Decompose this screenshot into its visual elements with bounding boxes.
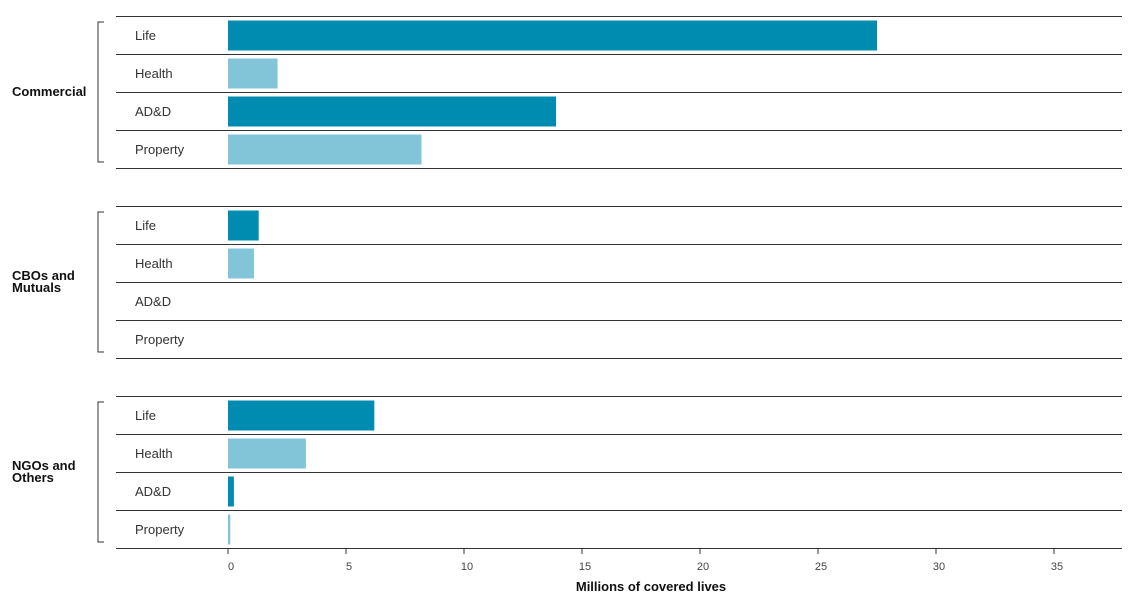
row-label: Health <box>135 66 173 81</box>
bar <box>228 20 877 51</box>
group-label: CBOs and <box>12 268 75 283</box>
bar <box>228 58 278 89</box>
row-label: Health <box>135 446 173 461</box>
row-label: Life <box>135 408 156 423</box>
group-label: Others <box>12 470 54 485</box>
x-tick-label: 20 <box>697 561 709 573</box>
row-label: Property <box>135 332 185 347</box>
x-tick-label: 35 <box>1051 561 1063 573</box>
row-label: AD&D <box>135 484 171 499</box>
x-tick-label: 10 <box>461 561 473 573</box>
x-tick-label: 5 <box>346 561 352 573</box>
bar <box>228 210 259 241</box>
group-bracket <box>97 401 104 543</box>
x-tick-label: 30 <box>933 561 945 573</box>
bar <box>228 134 422 165</box>
x-tick-label: 25 <box>815 561 827 573</box>
x-tick-label: 0 <box>228 561 234 573</box>
row-label: AD&D <box>135 104 171 119</box>
bar <box>228 514 231 545</box>
row-label: Property <box>135 522 185 537</box>
group-bracket <box>97 211 104 353</box>
row-label: AD&D <box>135 294 171 309</box>
group-label: Commercial <box>12 84 86 99</box>
bar <box>228 96 557 127</box>
row-label: Health <box>135 256 173 271</box>
group-label: NGOs and <box>12 458 76 473</box>
row-label: Life <box>135 28 156 43</box>
row-label: Property <box>135 142 185 157</box>
x-axis-title: Millions of covered lives <box>576 579 726 594</box>
bar <box>228 476 234 507</box>
bar <box>228 248 254 279</box>
row-label: Life <box>135 218 156 233</box>
bar <box>228 400 375 431</box>
group-label: Mutuals <box>12 280 61 295</box>
group-bracket <box>97 21 104 163</box>
bar <box>228 438 306 469</box>
x-tick-label: 15 <box>579 561 591 573</box>
